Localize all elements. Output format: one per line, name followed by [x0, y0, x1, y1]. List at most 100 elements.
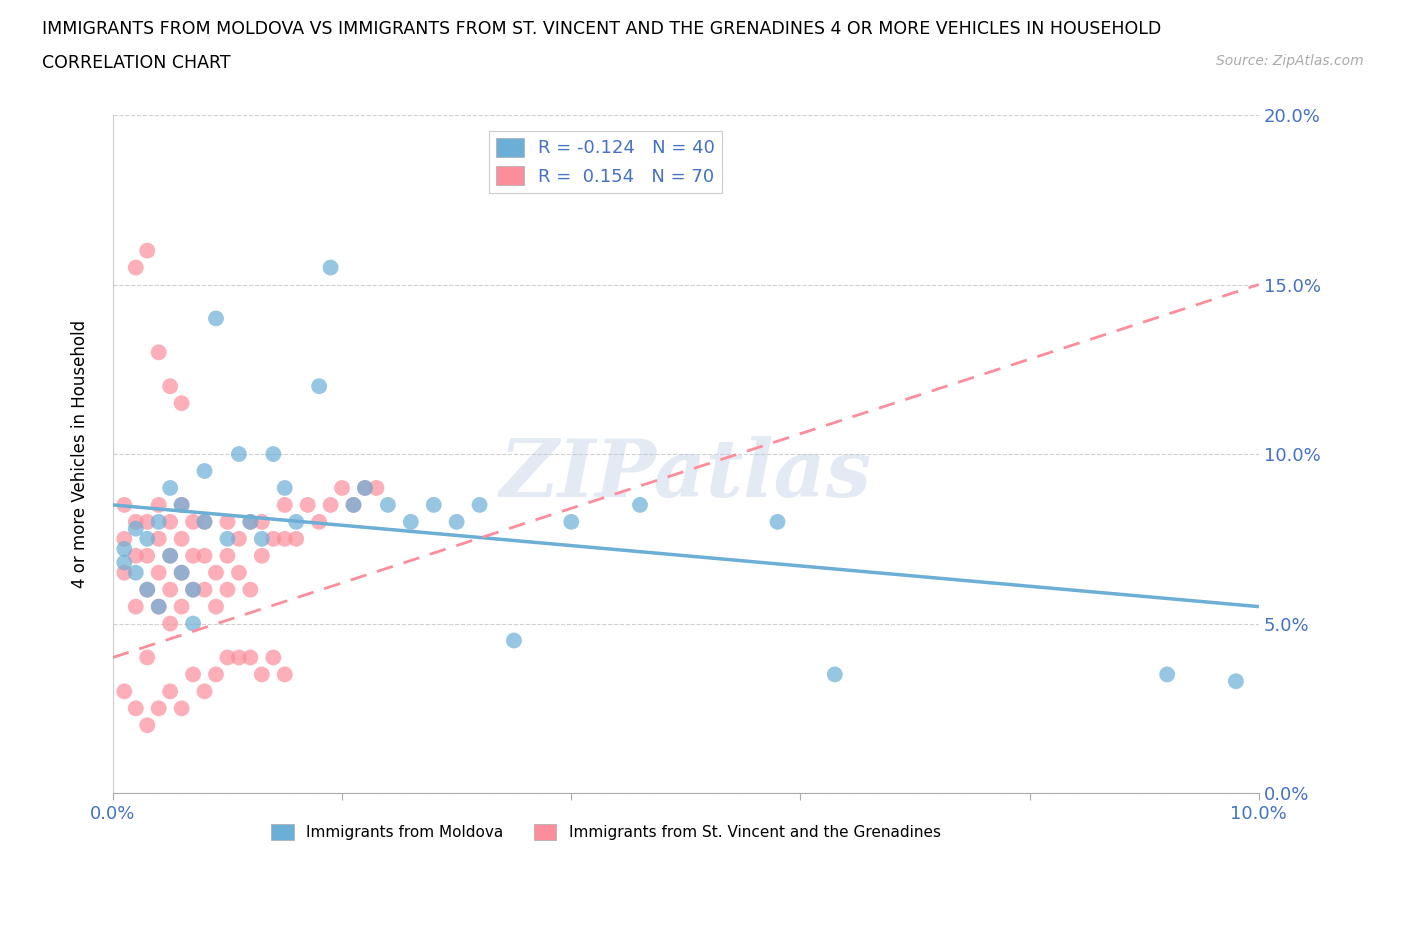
Point: [112, 555, 135, 570]
Point: [262, 650, 284, 665]
Point: [136, 650, 159, 665]
Point: [354, 481, 377, 496]
Point: [181, 667, 204, 682]
Text: ZIPatlas: ZIPatlas: [499, 435, 872, 513]
Point: [170, 498, 193, 512]
Point: [136, 582, 159, 597]
Point: [377, 498, 399, 512]
Point: [159, 379, 181, 393]
Point: [228, 446, 250, 461]
Point: [205, 599, 228, 614]
Point: [193, 582, 215, 597]
Point: [125, 549, 148, 564]
Point: [136, 549, 159, 564]
Point: [170, 565, 193, 580]
Point: [1225, 673, 1247, 688]
Point: [193, 463, 215, 478]
Point: [262, 531, 284, 546]
Point: [319, 498, 342, 512]
Point: [170, 599, 193, 614]
Point: [112, 498, 135, 512]
Point: [125, 565, 148, 580]
Point: [148, 565, 170, 580]
Point: [319, 260, 342, 275]
Point: [148, 531, 170, 546]
Point: [205, 667, 228, 682]
Point: [217, 549, 239, 564]
Point: [159, 549, 181, 564]
Point: [159, 549, 181, 564]
Point: [239, 514, 262, 529]
Point: [274, 531, 297, 546]
Text: IMMIGRANTS FROM MOLDOVA VS IMMIGRANTS FROM ST. VINCENT AND THE GRENADINES 4 OR M: IMMIGRANTS FROM MOLDOVA VS IMMIGRANTS FR…: [42, 20, 1161, 38]
Point: [159, 514, 181, 529]
Point: [148, 599, 170, 614]
Point: [170, 396, 193, 411]
Point: [148, 345, 170, 360]
Point: [170, 701, 193, 716]
Legend: Immigrants from Moldova, Immigrants from St. Vincent and the Grenadines: Immigrants from Moldova, Immigrants from…: [264, 818, 946, 846]
Point: [193, 549, 215, 564]
Point: [181, 549, 204, 564]
Point: [274, 481, 297, 496]
Point: [159, 684, 181, 698]
Y-axis label: 4 or more Vehicles in Household: 4 or more Vehicles in Household: [72, 320, 89, 588]
Point: [239, 650, 262, 665]
Point: [148, 498, 170, 512]
Point: [250, 549, 273, 564]
Point: [560, 514, 582, 529]
Point: [170, 531, 193, 546]
Point: [1156, 667, 1178, 682]
Point: [112, 541, 135, 556]
Point: [628, 498, 651, 512]
Point: [250, 514, 273, 529]
Point: [181, 617, 204, 631]
Point: [193, 514, 215, 529]
Point: [274, 667, 297, 682]
Point: [217, 514, 239, 529]
Point: [330, 481, 353, 496]
Point: [205, 311, 228, 325]
Point: [228, 565, 250, 580]
Point: [239, 514, 262, 529]
Point: [468, 498, 491, 512]
Point: [217, 650, 239, 665]
Point: [285, 531, 308, 546]
Point: [239, 582, 262, 597]
Point: [112, 565, 135, 580]
Point: [181, 582, 204, 597]
Point: [125, 521, 148, 536]
Point: [250, 667, 273, 682]
Point: [193, 514, 215, 529]
Point: [228, 650, 250, 665]
Point: [148, 701, 170, 716]
Text: Source: ZipAtlas.com: Source: ZipAtlas.com: [1216, 54, 1364, 68]
Point: [125, 599, 148, 614]
Point: [228, 531, 250, 546]
Point: [125, 260, 148, 275]
Text: CORRELATION CHART: CORRELATION CHART: [42, 54, 231, 72]
Point: [125, 701, 148, 716]
Point: [159, 582, 181, 597]
Point: [262, 446, 284, 461]
Point: [217, 531, 239, 546]
Point: [181, 582, 204, 597]
Point: [217, 582, 239, 597]
Point: [297, 498, 319, 512]
Point: [136, 514, 159, 529]
Point: [366, 481, 388, 496]
Point: [354, 481, 377, 496]
Point: [136, 531, 159, 546]
Point: [148, 599, 170, 614]
Point: [136, 582, 159, 597]
Point: [125, 514, 148, 529]
Point: [308, 514, 330, 529]
Point: [285, 514, 308, 529]
Point: [250, 531, 273, 546]
Point: [159, 481, 181, 496]
Point: [112, 531, 135, 546]
Point: [159, 617, 181, 631]
Point: [824, 667, 846, 682]
Point: [422, 498, 444, 512]
Point: [136, 718, 159, 733]
